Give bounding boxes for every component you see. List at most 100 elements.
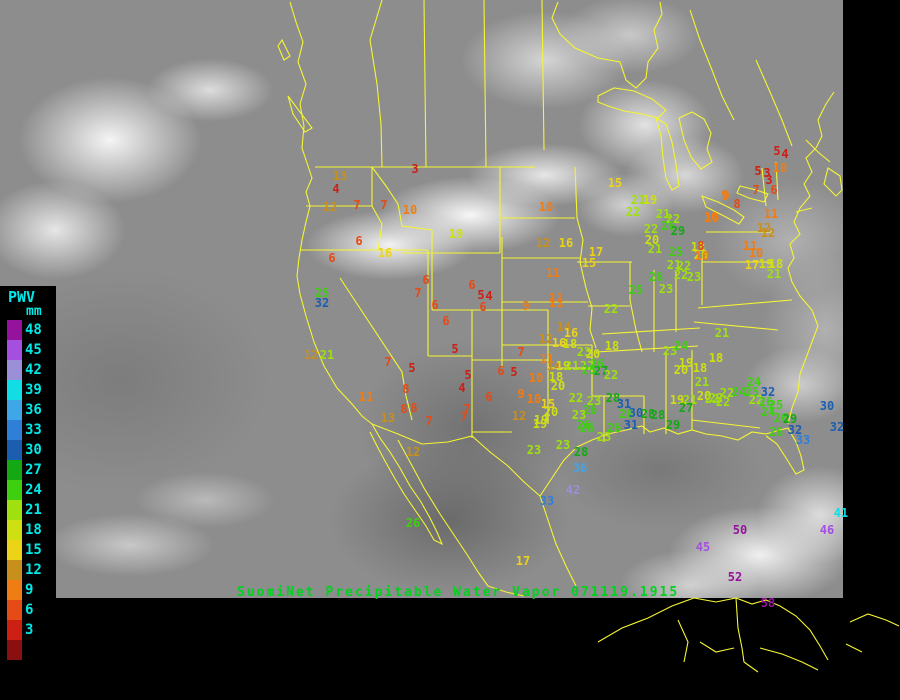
station-value: 18 (768, 257, 784, 271)
station-value: 22 (715, 395, 731, 409)
colorbar-row: 6 (7, 600, 42, 620)
station-value: 7 (414, 286, 422, 300)
colorbar-row: 21 (7, 500, 42, 520)
colorbar-swatch (7, 340, 22, 360)
station-value: 20 (585, 347, 601, 361)
station-value: 10 (772, 161, 788, 175)
station-value: 3 (411, 162, 419, 176)
station-value: 41 (833, 506, 849, 520)
station-value: 15 (581, 256, 597, 270)
station-value: 11 (358, 390, 374, 404)
station-value: 26 (576, 418, 592, 432)
station-value: 3 (765, 173, 773, 187)
station-value: 18 (548, 370, 564, 384)
station-value: 19 (533, 413, 549, 427)
colorbar-row: 24 (7, 480, 42, 500)
station-value: 25 (581, 363, 597, 377)
colorbar-row: 42 (7, 360, 42, 380)
station-value: 33 (539, 494, 555, 508)
colorbar-swatch (7, 480, 22, 500)
station-value: 12 (322, 200, 338, 214)
station-value: 15 (540, 397, 556, 411)
station-value: 8 (697, 239, 705, 253)
station-value: 5 (773, 144, 781, 158)
station-value: 31 (623, 418, 639, 432)
station-value: 23 (571, 408, 587, 422)
station-value: 17 (588, 245, 604, 259)
station-value: 9 (722, 189, 730, 203)
station-value: 6 (770, 183, 778, 197)
station-value: 21 (694, 375, 710, 389)
station-value: 18 (604, 339, 620, 353)
station-value: 29 (670, 224, 686, 238)
station-value: 24 (746, 375, 762, 389)
station-value: 23 (526, 443, 542, 457)
station-value: 22 (748, 393, 764, 407)
station-value: 31 (616, 397, 632, 411)
station-value: 11 (548, 291, 564, 305)
station-value: 7 (380, 198, 388, 212)
station-value: 22 (568, 391, 584, 405)
station-value: 11 (539, 352, 555, 366)
colorbar-unit: mm (26, 304, 42, 319)
station-value: 7 (463, 402, 471, 416)
station-value: 12 (756, 221, 772, 235)
station-value: 58 (760, 596, 776, 610)
colorbar-row: 30 (7, 440, 42, 460)
colorbar-tick-label: 6 (25, 602, 34, 618)
station-value: 23 (586, 394, 602, 408)
station-value: 46 (819, 523, 835, 537)
station-value: 20 (644, 233, 660, 247)
station-value: 8 (733, 197, 741, 211)
station-value: 26 (773, 411, 789, 425)
station-value: 21 (630, 193, 646, 207)
station-value: 26 (606, 421, 622, 435)
station-value: 21 (766, 267, 782, 281)
station-value: 7 (517, 345, 525, 359)
station-value: 5 (754, 164, 762, 178)
station-value: 11 (763, 207, 779, 221)
station-value: 5 (510, 365, 518, 379)
station-value: 25 (744, 385, 760, 399)
station-value: 20 (696, 389, 712, 403)
colorbar-swatch (7, 460, 22, 480)
station-value: 6 (355, 234, 363, 248)
station-value: 12 (760, 226, 776, 240)
station-value: 7 (460, 410, 468, 424)
station-value: 4 (485, 289, 493, 303)
station-value: 13 (332, 169, 348, 183)
station-value: 6 (328, 251, 336, 265)
colorbar-swatch (7, 400, 22, 420)
station-value: 45 (695, 540, 711, 554)
station-value: 6 (485, 390, 493, 404)
station-value: 14 (556, 320, 572, 334)
station-value: 26 (582, 403, 598, 417)
station-value: 12 (303, 348, 319, 362)
station-value: 23 (555, 438, 571, 452)
station-value: 42 (565, 483, 581, 497)
colorbar-tick-label: 18 (25, 522, 42, 538)
station-value: 21 (655, 207, 671, 221)
station-value: 4 (781, 147, 789, 161)
station-value: 22 (625, 205, 641, 219)
station-value: 6 (431, 298, 439, 312)
colorbar-swatch (7, 440, 22, 460)
station-value: 3 (763, 166, 771, 180)
colorbar-swatch (7, 380, 22, 400)
colorbar-tick-label: 15 (25, 542, 42, 558)
station-value: 28 (573, 445, 589, 459)
station-value: 25 (628, 283, 644, 297)
station-value: 7 (425, 414, 433, 428)
station-value: 52 (727, 570, 743, 584)
station-value: 26 (589, 357, 605, 371)
station-value: 19 (678, 356, 694, 370)
station-value: 14 (546, 359, 562, 373)
station-value: 5 (408, 361, 416, 375)
colorbar-row: 39 (7, 380, 42, 400)
station-value: 19 (642, 193, 658, 207)
colorbar-row: 12 (7, 560, 42, 580)
station-value: 6 (422, 273, 430, 287)
station-value: 29 (665, 418, 681, 432)
colorbar-tick-label: 42 (25, 362, 42, 378)
